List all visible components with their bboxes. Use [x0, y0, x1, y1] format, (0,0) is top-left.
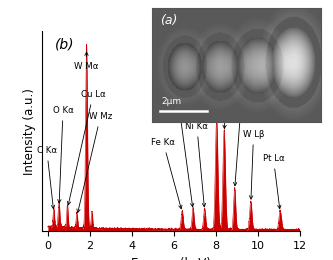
Text: 2μm: 2μm: [161, 98, 181, 106]
Text: Pt Lα: Pt Lα: [263, 154, 284, 209]
Text: W Mz: W Mz: [77, 112, 112, 212]
Text: Co Kα: Co Kα: [166, 102, 194, 207]
Text: (b): (b): [55, 37, 74, 51]
Y-axis label: Intensity (a.u.): Intensity (a.u.): [23, 88, 36, 175]
Text: Cu Kβ: Cu Kβ: [228, 102, 253, 186]
Text: Cu Lα: Cu Lα: [67, 90, 106, 205]
Text: Fe Kα: Fe Kα: [151, 138, 182, 209]
Text: O Kα: O Kα: [53, 106, 74, 203]
Text: W Lα: W Lα: [216, 74, 238, 128]
Text: W Lβ: W Lβ: [243, 130, 264, 199]
Text: W Mα: W Mα: [74, 52, 99, 71]
Text: C Kα: C Kα: [37, 146, 57, 209]
X-axis label: Energy  (keV): Energy (keV): [131, 257, 210, 260]
Text: Ni Kα: Ni Kα: [185, 122, 208, 207]
Text: Cu Kα: Cu Kα: [195, 66, 221, 117]
Text: (a): (a): [160, 14, 177, 27]
